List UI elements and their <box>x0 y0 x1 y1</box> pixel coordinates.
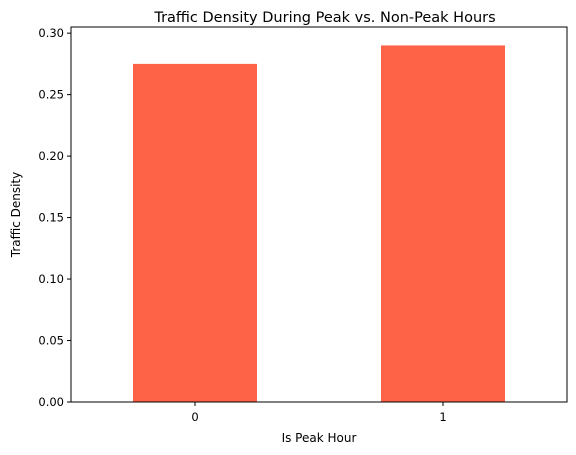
bar-1 <box>381 45 505 402</box>
y-tick-label-2: 0.10 <box>38 272 64 286</box>
y-axis-label: Traffic Density <box>9 172 23 259</box>
y-tick-label-5: 0.25 <box>38 88 64 102</box>
y-axis: 0.00 0.05 0.10 0.15 0.20 0.25 0.30 <box>38 26 71 409</box>
y-tick-label-0: 0.00 <box>38 395 64 409</box>
x-tick-label-0: 0 <box>191 410 198 424</box>
bars-layer <box>133 45 505 402</box>
x-tick-label-1: 1 <box>439 410 446 424</box>
y-tick-label-1: 0.05 <box>38 334 64 348</box>
x-axis-label: Is Peak Hour <box>282 431 357 445</box>
y-tick-label-3: 0.15 <box>38 211 64 225</box>
plot-area-frame <box>70 26 568 403</box>
chart-title: Traffic Density During Peak vs. Non-Peak… <box>153 10 495 26</box>
y-tick-label-6: 0.30 <box>38 26 64 40</box>
y-tick-label-4: 0.20 <box>38 149 64 163</box>
bar-0 <box>133 63 257 402</box>
